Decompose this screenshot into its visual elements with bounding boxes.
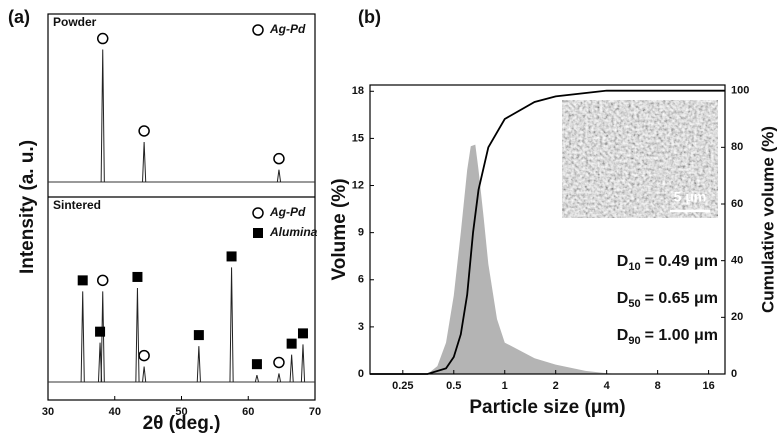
x-tick-label: 16 <box>702 380 714 392</box>
x-tick-label: 8 <box>655 380 661 392</box>
x-tick-label: 40 <box>109 406 121 418</box>
legend-marker <box>252 24 264 36</box>
y2-tick-label: 60 <box>731 198 743 210</box>
annotation-symbol: D <box>617 327 629 344</box>
legend-label: Ag-Pd <box>269 22 306 36</box>
x-tick-label: 0.25 <box>392 380 413 392</box>
peak <box>80 291 85 383</box>
y-tick-label: 12 <box>352 179 364 191</box>
x-tick-label: 0.5 <box>446 380 461 392</box>
legend-marker <box>253 228 263 238</box>
peak <box>142 366 147 383</box>
peak-marker <box>273 152 285 165</box>
y2-axis-label: Cumulative volume (%) <box>758 126 777 313</box>
x-tick-label: 30 <box>42 406 54 418</box>
y2-tick-label: 0 <box>731 368 737 380</box>
annotation: D90 = 1.00 μm <box>617 327 718 347</box>
x-axis-label: 2θ (deg.) <box>143 413 221 434</box>
y-tick-label: 6 <box>358 274 364 286</box>
peak <box>229 267 234 383</box>
legend-label: Alumina <box>269 225 318 239</box>
y2-tick-label: 40 <box>731 255 743 267</box>
annotation-symbol: D <box>617 290 629 307</box>
panel-label: (b) <box>358 7 381 27</box>
peak-marker <box>138 125 150 137</box>
peak-marker <box>297 328 308 339</box>
peak-marker <box>251 359 262 370</box>
peak <box>135 287 140 383</box>
plot-frame <box>369 84 726 375</box>
annotation-symbol: D <box>617 253 629 270</box>
y-axis-label: Volume (%) <box>329 178 350 280</box>
legend-marker <box>252 207 264 219</box>
peak-marker <box>132 271 143 282</box>
x-tick-label: 50 <box>175 406 187 418</box>
peak <box>276 373 282 383</box>
y-tick-label: 9 <box>358 227 364 239</box>
peak <box>97 342 103 383</box>
peak-marker <box>96 32 109 45</box>
panel-label: (a) <box>8 7 30 27</box>
y2-tick-label: 80 <box>731 141 743 153</box>
scale-label: 5 μm <box>674 189 707 205</box>
annotation-text: = 0.65 μm <box>645 290 718 307</box>
peak <box>100 49 105 183</box>
annotation-text: = 1.00 μm <box>645 327 718 344</box>
peak-marker <box>77 275 88 286</box>
peak-marker <box>226 251 237 262</box>
x-tick-label: 4 <box>604 380 611 392</box>
peak <box>100 291 105 383</box>
cumulative-line <box>370 89 725 375</box>
peak <box>142 141 147 183</box>
inset-image <box>562 100 718 218</box>
peak-marker <box>95 326 106 337</box>
peak <box>254 375 260 383</box>
x-tick-label: 70 <box>309 406 321 418</box>
y2-tick-label: 20 <box>731 311 743 323</box>
y2-tick-label: 100 <box>731 85 749 97</box>
peak-marker <box>193 330 204 341</box>
annotation-subscript: 90 <box>628 335 640 347</box>
x-tick-label: 2 <box>553 380 559 392</box>
x-tick-label: 60 <box>242 406 254 418</box>
peak-marker <box>138 349 150 362</box>
annotation-text: = 0.49 μm <box>645 253 718 270</box>
peak-marker <box>286 338 297 349</box>
subplot-title: Powder <box>53 15 97 29</box>
y-tick-label: 3 <box>358 321 364 333</box>
y-axis-label: Intensity (a. u.) <box>17 140 38 274</box>
y-tick-label: 15 <box>352 132 364 144</box>
legend-label: Ag-Pd <box>269 205 306 219</box>
subplot-title: Sintered <box>53 198 101 212</box>
peak-marker <box>273 356 285 369</box>
x-tick-label: 1 <box>502 380 508 392</box>
annotation: D50 = 0.65 μm <box>617 290 718 310</box>
peak <box>276 169 282 183</box>
y-tick-label: 18 <box>352 85 364 97</box>
y-tick-label: 0 <box>358 368 364 380</box>
x-axis-label: Particle size (μm) <box>469 397 625 418</box>
annotation-subscript: 50 <box>628 298 640 310</box>
peak <box>196 346 201 383</box>
annotation: D10 = 0.49 μm <box>617 253 718 273</box>
peak-marker <box>96 274 109 287</box>
peak <box>300 344 306 383</box>
annotation-subscript: 10 <box>628 261 640 273</box>
peak <box>289 354 294 383</box>
